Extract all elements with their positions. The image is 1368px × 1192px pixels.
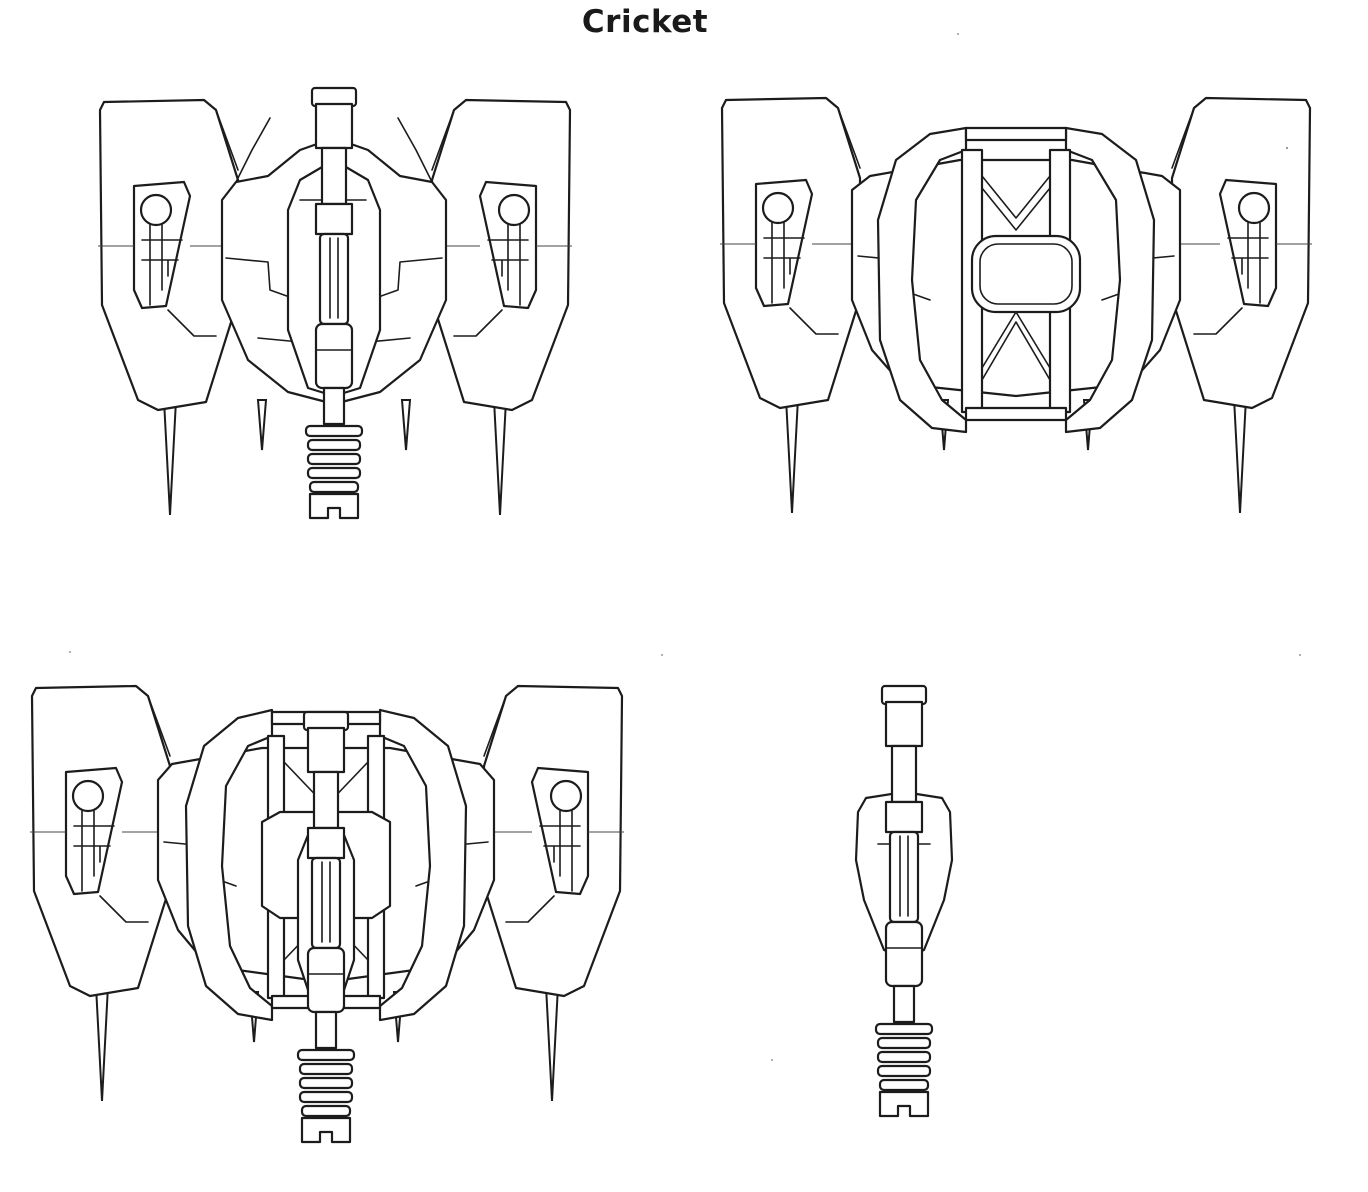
ship-view-boom-only — [854, 684, 954, 1118]
sheet-title: Cricket — [581, 4, 709, 40]
ship-view-assembled — [28, 684, 626, 1144]
paper-specks — [69, 33, 1301, 1061]
ship-view-closed — [96, 86, 574, 520]
ship-view-open-frame — [718, 96, 1314, 515]
